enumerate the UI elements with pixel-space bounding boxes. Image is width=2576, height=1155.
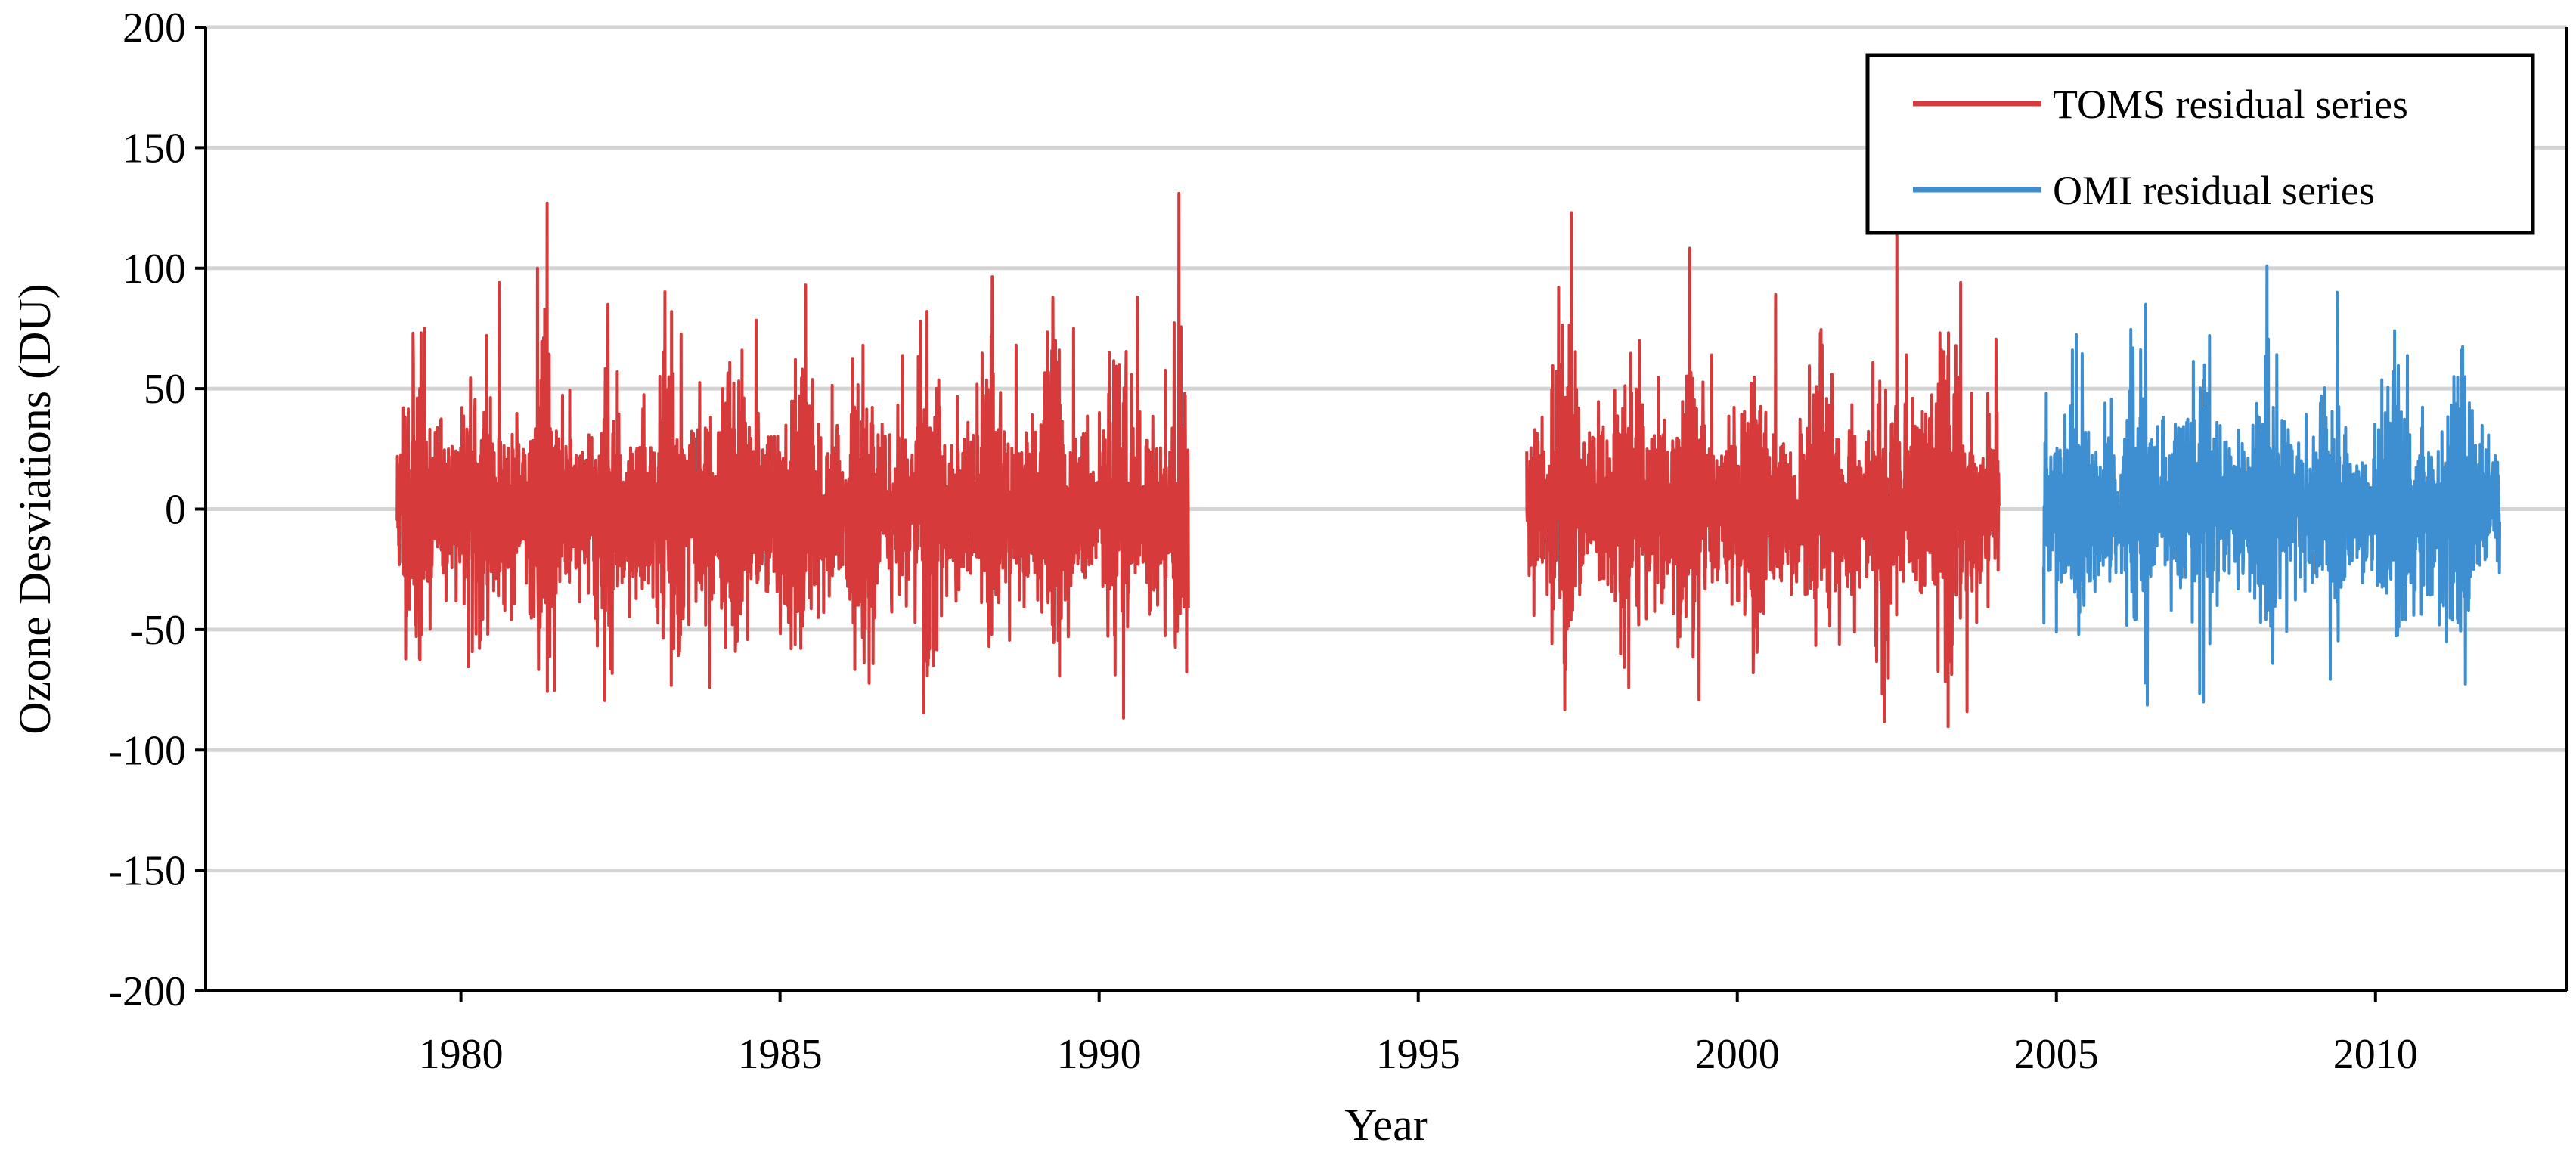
y-tick-label: -150 — [108, 848, 186, 895]
y-tick-label: 0 — [165, 487, 186, 534]
x-tick-label: 2005 — [2014, 1031, 2099, 1078]
x-tick-label: 1980 — [419, 1031, 504, 1078]
legend-label: OMI residual series — [2053, 168, 2375, 213]
y-tick-label: -50 — [129, 607, 186, 654]
y-axis-title: Ozone Desviations (DU) — [10, 283, 60, 735]
x-axis-title: Year — [1344, 1100, 1428, 1150]
series-layer — [395, 150, 2502, 729]
x-tick-labels: 1980 1985 1990 1995 2000 2005 2010 — [419, 991, 2418, 1078]
y-tick-labels: 200 150 100 50 0 -50 -100 -150 -200 — [108, 5, 206, 1015]
y-tick-label: 100 — [122, 246, 186, 293]
legend-label: TOMS residual series — [2053, 82, 2408, 127]
y-tick-label: 50 — [144, 366, 186, 413]
x-tick-label: 1995 — [1376, 1031, 1461, 1078]
legend-box — [1865, 53, 2535, 235]
x-tick-label: 1990 — [1057, 1031, 1142, 1078]
gridlines — [206, 25, 2567, 873]
y-tick-label: 150 — [122, 125, 186, 172]
series-1-segment-1 — [395, 191, 1190, 720]
x-tick-label: 1985 — [738, 1031, 823, 1078]
legend: TOMS residual series OMI residual series — [1865, 53, 2535, 235]
x-tick-label: 2010 — [2333, 1031, 2418, 1078]
series-2-segment-1 — [2041, 264, 2502, 707]
x-tick-label: 2000 — [1695, 1031, 1780, 1078]
y-tick-label: -200 — [108, 968, 186, 1015]
y-tick-label: 200 — [122, 5, 186, 51]
y-tick-label: -100 — [108, 727, 186, 774]
series-1-segment-2 — [1525, 150, 2001, 729]
